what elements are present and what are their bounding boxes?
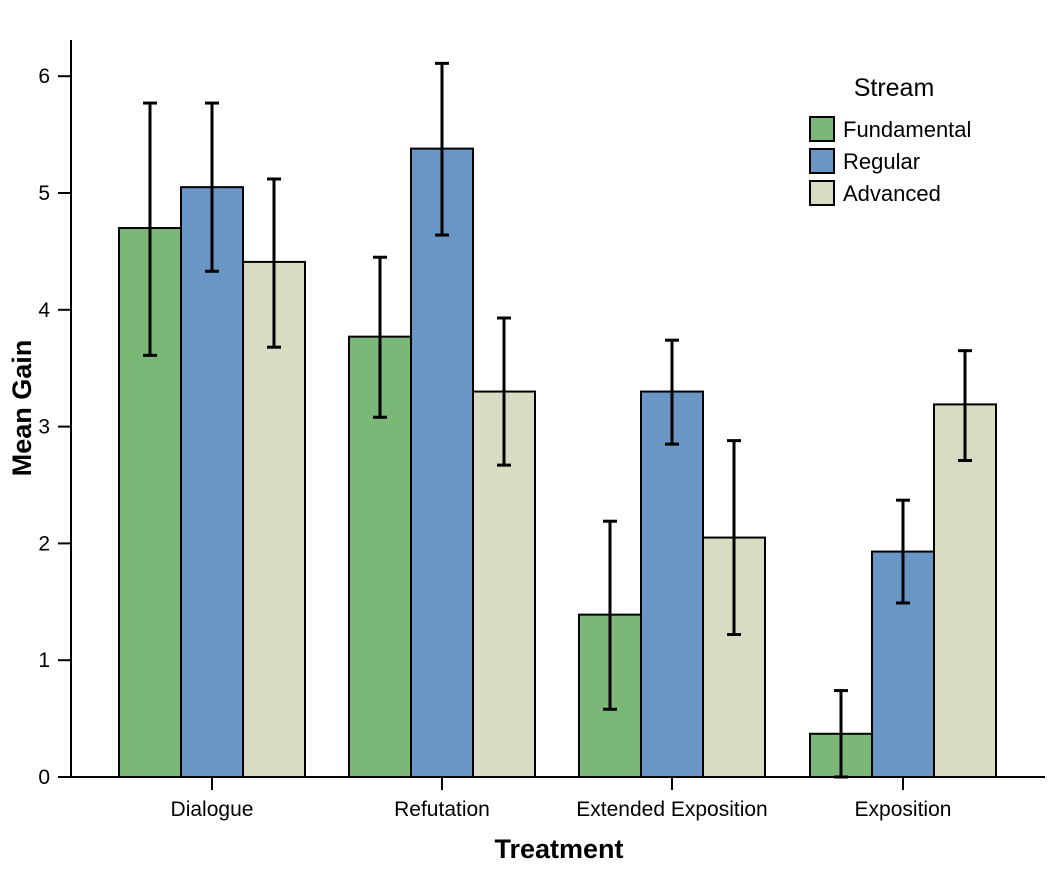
y-tick-label-1: 1	[38, 649, 50, 672]
y-axis-title: Mean Gain	[7, 340, 37, 477]
x-axis-title: Treatment	[494, 834, 623, 864]
error-bar-advanced-1	[497, 316, 511, 467]
error-bar-advanced-2	[727, 439, 741, 637]
y-tick-label-5: 5	[38, 182, 50, 205]
error-bar-fundamental-1	[373, 255, 387, 419]
error-bars-layer	[143, 61, 972, 779]
legend-label-regular: Regular	[843, 149, 920, 174]
error-bar-advanced-0	[267, 177, 281, 349]
bar-regular-1	[410, 147, 474, 778]
legend: Stream Fundamental Regular Advanced	[809, 74, 971, 206]
error-bar-fundamental-0	[143, 101, 157, 357]
x-tick-label-3: Exposition	[855, 798, 952, 821]
x-ticks: Dialogue Refutation Extended Exposition Exp…	[171, 777, 952, 821]
legend-items: Fundamental Regular Advanced	[809, 116, 971, 206]
x-tick-label-1: Refutation	[394, 798, 490, 821]
y-tick-label-0: 0	[38, 766, 50, 789]
y-tick-label-4: 4	[38, 299, 50, 322]
error-bar-regular-1	[435, 61, 449, 237]
legend-swatch-advanced	[809, 180, 835, 206]
y-ticks: 0 1 2 3 4 5 6	[38, 65, 71, 789]
axes-layer	[58, 40, 1045, 778]
legend-item-advanced: Advanced	[809, 180, 941, 206]
error-bar-fundamental-2	[603, 519, 617, 711]
legend-swatch-regular	[809, 148, 835, 174]
legend-item-fundamental: Fundamental	[809, 116, 971, 142]
error-bar-regular-3	[896, 498, 910, 605]
bar-regular-2	[640, 390, 704, 778]
y-tick-label-6: 6	[38, 65, 50, 88]
x-tick-label-0: Dialogue	[171, 798, 254, 821]
bar-regular-0	[180, 186, 244, 779]
legend-label-advanced: Advanced	[843, 181, 941, 206]
legend-label-fundamental: Fundamental	[843, 117, 971, 142]
bars-layer	[118, 147, 997, 779]
legend-title: Stream	[854, 74, 935, 102]
legend-swatch-fundamental	[809, 116, 835, 142]
error-bar-regular-0	[205, 101, 219, 273]
legend-item-regular: Regular	[809, 148, 920, 174]
y-tick-label-2: 2	[38, 532, 50, 555]
error-bar-advanced-3	[958, 349, 972, 462]
x-tick-label-2: Extended Exposition	[576, 798, 767, 821]
y-tick-label-3: 3	[38, 416, 50, 439]
error-bar-regular-2	[665, 338, 679, 446]
